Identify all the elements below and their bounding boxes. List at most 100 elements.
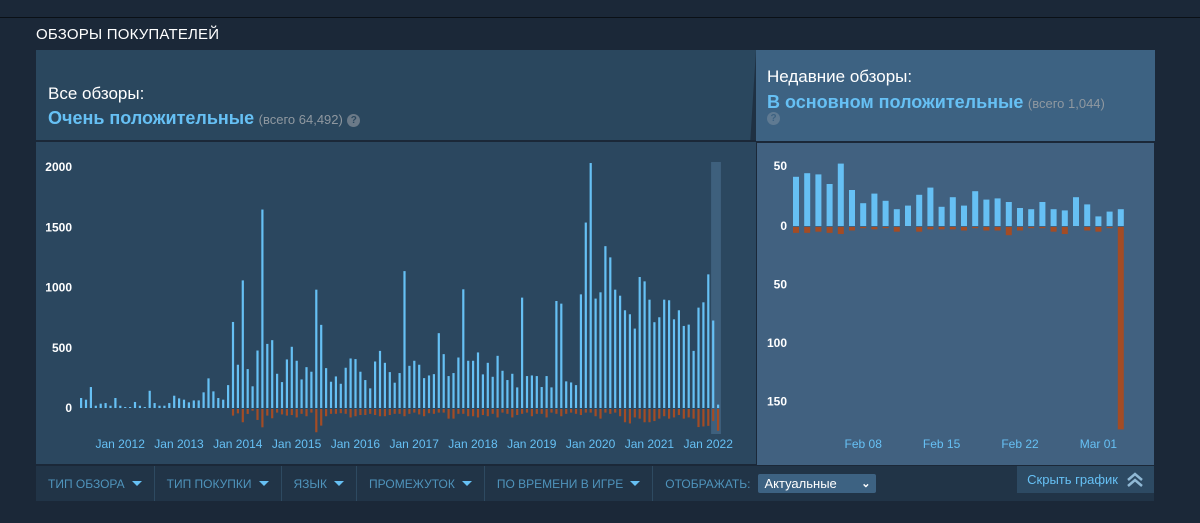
negative-bar	[677, 409, 680, 416]
positive-bar	[594, 298, 597, 408]
positive-bar	[104, 403, 107, 408]
negative-bar	[383, 409, 386, 417]
negative-bar	[295, 409, 298, 418]
positive-bar	[525, 376, 529, 408]
positive-bar	[540, 387, 543, 408]
negative-bar	[452, 409, 455, 419]
positive-bar	[1095, 216, 1102, 226]
filter-review-type[interactable]: ТИП ОБЗОРА	[36, 466, 155, 501]
negative-bar	[339, 409, 342, 414]
positive-bar	[138, 405, 141, 408]
positive-bar	[359, 371, 362, 408]
positive-bar	[599, 292, 602, 408]
positive-bar	[84, 399, 88, 408]
positive-bar	[378, 350, 382, 408]
negative-bar	[241, 409, 244, 423]
y-tick-label: 0	[65, 401, 72, 415]
x-tick-label: Jan 2015	[272, 437, 322, 451]
positive-bar	[672, 319, 676, 408]
filter-language[interactable]: ЯЗЫК	[282, 466, 358, 501]
negative-bar	[354, 409, 357, 417]
positive-bar	[388, 372, 391, 408]
negative-bar	[496, 409, 499, 418]
negative-bar	[511, 409, 514, 418]
hide-graph-button[interactable]: Скрыть график	[1017, 466, 1154, 493]
all-reviews-rating[interactable]: Очень положительные	[48, 108, 255, 128]
positive-bar	[334, 376, 337, 408]
filter-purchase-type[interactable]: ТИП ПОКУПКИ	[155, 466, 282, 501]
negative-bar	[658, 409, 661, 419]
recent-reviews-rating[interactable]: В основном положительные	[767, 92, 1024, 112]
negative-bar	[364, 409, 367, 416]
negative-bar	[251, 409, 254, 411]
negative-bar	[804, 227, 811, 233]
negative-bar	[535, 409, 538, 414]
dropdown-arrow-icon	[461, 481, 472, 486]
section-title: ОБЗОРЫ ПОКУПАТЕЛЕЙ	[36, 26, 220, 43]
positive-bar	[393, 382, 396, 408]
negative-bar	[290, 409, 293, 416]
negative-bar	[579, 409, 582, 416]
positive-bar	[295, 360, 298, 408]
positive-bar	[202, 392, 205, 408]
filter-playtime[interactable]: ПО ВРЕМЕНИ В ИГРЕ	[485, 466, 654, 501]
y-tick-label: 500	[52, 341, 72, 355]
y-tick-label: 50	[774, 278, 788, 292]
positive-bar	[565, 381, 568, 408]
negative-bar	[236, 409, 239, 414]
positive-bar	[398, 373, 401, 408]
positive-bar	[222, 399, 225, 408]
positive-bar	[457, 357, 460, 408]
negative-bar	[423, 409, 426, 417]
negative-bar	[457, 409, 460, 414]
positive-bar	[423, 378, 426, 408]
x-tick-label: Jan 2013	[154, 437, 204, 451]
positive-bar	[555, 300, 558, 408]
negative-bar	[555, 409, 558, 414]
y-tick-label: 50	[774, 159, 788, 173]
positive-bar	[1084, 204, 1091, 226]
negative-bar	[1061, 227, 1068, 235]
positive-bar	[628, 314, 631, 408]
negative-bar	[374, 409, 377, 416]
positive-bar	[692, 350, 695, 408]
display-select[interactable]: Актуальные ⌄	[758, 474, 877, 493]
positive-bar	[241, 280, 244, 408]
negative-bar	[619, 409, 622, 417]
negative-bar	[447, 409, 450, 419]
negative-bar	[393, 409, 396, 414]
negative-bar	[565, 409, 568, 414]
negative-bar	[560, 409, 563, 417]
negative-bar	[437, 409, 440, 413]
positive-bar	[442, 354, 445, 408]
dropdown-arrow-icon	[334, 481, 345, 486]
positive-bar	[217, 397, 220, 408]
negative-bar	[521, 409, 524, 414]
filter-label: ЯЗЫК	[293, 476, 328, 491]
positive-bar	[1061, 210, 1068, 226]
negative-bar	[1084, 227, 1091, 231]
negative-bar	[491, 409, 494, 414]
negative-bar	[280, 409, 284, 415]
help-icon[interactable]: ?	[767, 112, 780, 125]
y-tick-label: 0	[780, 219, 787, 233]
positive-bar	[305, 367, 308, 408]
recent-reviews-label: Недавние обзоры:	[767, 67, 913, 86]
negative-bar	[261, 409, 264, 428]
positive-bar	[276, 373, 279, 408]
negative-bar	[378, 409, 382, 417]
positive-bar	[163, 405, 166, 408]
positive-bar	[1073, 197, 1079, 226]
positive-bar	[383, 362, 386, 408]
positive-bar	[472, 360, 475, 408]
negative-bar	[623, 409, 627, 423]
positive-bar	[266, 343, 269, 408]
recent-reviews-chart: 50 0 50 100 150 Feb 08 Feb 15 Feb 22 Mar 01	[756, 142, 1155, 466]
help-icon[interactable]: ?	[347, 114, 361, 127]
filter-date-range[interactable]: ПРОМЕЖУТОК	[357, 466, 485, 501]
negative-bar	[692, 409, 695, 419]
positive-bar	[339, 383, 342, 408]
positive-bar	[481, 374, 484, 408]
positive-bar	[227, 385, 230, 408]
positive-bar	[94, 405, 97, 408]
